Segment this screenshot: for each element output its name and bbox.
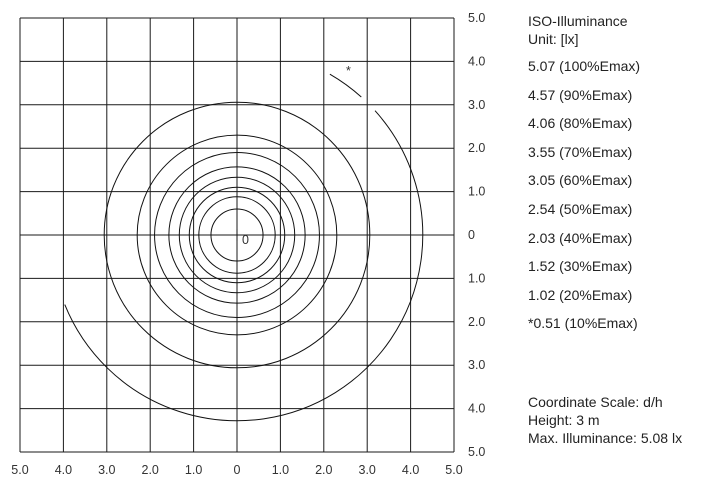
y-tick-label: 2.0 xyxy=(468,315,485,329)
iso-contour xyxy=(178,176,296,294)
x-tick-label: 3.0 xyxy=(98,463,115,477)
legend-entry: *0.51 (10%Emax) xyxy=(528,315,638,332)
iso-contour xyxy=(103,101,371,369)
x-tick-label: 4.0 xyxy=(402,463,419,477)
legend-entry: 3.55 (70%Emax) xyxy=(528,143,633,160)
legend-entry: 4.57 (90%Emax) xyxy=(528,86,633,103)
center-label: 0 xyxy=(242,233,249,247)
height-text: Height: 3 m xyxy=(528,412,600,428)
iso-contour xyxy=(64,110,424,422)
legend-header: ISO-Illuminance Unit: [lx] xyxy=(528,12,640,48)
y-tick-label: 5.0 xyxy=(468,445,485,459)
iso-contour xyxy=(188,186,286,284)
y-tick-label: 1.0 xyxy=(468,185,485,199)
x-tick-label: 2.0 xyxy=(315,463,332,477)
x-tick-label: 2.0 xyxy=(142,463,159,477)
iso-contour xyxy=(198,196,276,274)
x-tick-label: 5.0 xyxy=(445,463,462,477)
y-tick-label: 1.0 xyxy=(468,271,485,285)
x-tick-label: 3.0 xyxy=(359,463,376,477)
x-tick-label: 1.0 xyxy=(272,463,289,477)
legend-entry: 1.02 (20%Emax) xyxy=(528,286,633,303)
iso-contour xyxy=(210,208,264,262)
iso-contour xyxy=(154,152,320,318)
x-tick-label: 1.0 xyxy=(185,463,202,477)
legend-entry: 4.06 (80%Emax) xyxy=(528,115,633,132)
y-tick-label: 3.0 xyxy=(468,98,485,112)
info-block: Coordinate Scale: d/h Height: 3 m Max. I… xyxy=(528,393,682,447)
y-tick-label: 3.0 xyxy=(468,358,485,372)
y-tick-label: 4.0 xyxy=(468,402,485,416)
legend-entry: 3.05 (60%Emax) xyxy=(528,172,633,189)
coordinate-scale-text: Coordinate Scale: d/h xyxy=(528,394,663,410)
iso-contour-segment xyxy=(329,73,362,98)
iso-contour xyxy=(136,134,338,336)
y-tick-label: 0 xyxy=(468,228,475,242)
legend-entry: 2.54 (50%Emax) xyxy=(528,200,633,217)
y-tick-label: 4.0 xyxy=(468,54,485,68)
x-tick-label: 4.0 xyxy=(55,463,72,477)
legend-unit: Unit: [lx] xyxy=(528,31,579,47)
max-illuminance-text: Max. Illuminance: 5.08 lx xyxy=(528,430,683,446)
y-tick-label: 5.0 xyxy=(468,11,485,25)
legend-entry: 5.07 (100%Emax) xyxy=(528,58,641,74)
asterisk-marker: * xyxy=(346,64,351,78)
legend: ISO-Illuminance Unit: [lx] 5.07 (100%Ema… xyxy=(528,12,640,338)
x-tick-label: 5.0 xyxy=(11,463,28,477)
legend-entry: 1.52 (30%Emax) xyxy=(528,258,633,275)
legend-title: ISO-Illuminance xyxy=(528,13,628,29)
iso-contour xyxy=(168,166,306,304)
y-tick-label: 2.0 xyxy=(468,141,485,155)
x-tick-label: 0 xyxy=(234,463,241,477)
legend-entry: 2.03 (40%Emax) xyxy=(528,229,633,246)
